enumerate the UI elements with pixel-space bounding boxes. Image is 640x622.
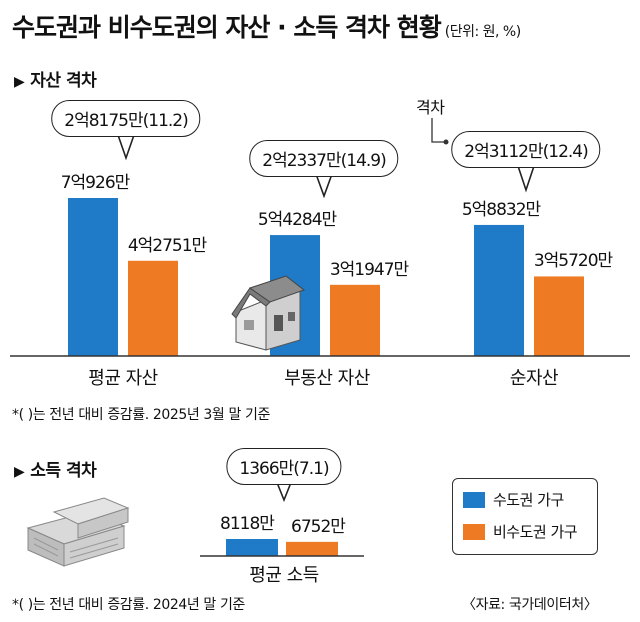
label-net-asset-noncapital: 3억5720만 <box>533 251 613 272</box>
bubble-pointer-income <box>275 479 293 503</box>
annotation-dot <box>443 139 449 145</box>
label-average-income-capital: 8118만 <box>220 514 275 534</box>
page-title: 수도권과 비수도권의 자산 · 소득 격차 현황 (단위: 원, %) <box>12 13 521 42</box>
unit-label: (단위: 원, %) <box>444 24 521 40</box>
category-average-income: 평균 소득 <box>249 565 319 586</box>
bar-average-income-capital <box>226 539 278 556</box>
bubble-pointer-net-asset <box>517 165 535 193</box>
gap-annotation: 격차 <box>416 98 445 117</box>
income-section-title: ▶ 소득 격차 <box>14 461 97 481</box>
label-average-asset-noncapital: 4억2751만 <box>127 235 207 256</box>
legend-item-capital: 수도권 가구 <box>463 489 564 510</box>
bar-average-income-noncapital <box>286 541 338 556</box>
bar-real-estate-asset-noncapital <box>330 284 380 356</box>
asset-footnote: *( )는 전년 대비 증감률. 2025년 3월 말 기준 <box>12 407 270 423</box>
annotation-bracket <box>431 118 446 143</box>
bubble-pointer-real-estate <box>315 173 333 199</box>
gap-bubble-income: 1366만(7.1) <box>226 448 342 485</box>
source-label: 〈자료: 국가데이터처〉 <box>462 597 598 613</box>
bar-average-asset-capital <box>68 198 118 356</box>
triangle-icon: ▶ <box>14 464 25 480</box>
bubble-pointer-average-asset <box>117 134 135 161</box>
legend: 수도권 가구 비수도권 가구 <box>452 478 598 555</box>
label-real-estate-asset-capital: 5억4284만 <box>257 210 337 231</box>
label-real-estate-asset-noncapital: 3억1947만 <box>329 259 409 280</box>
triangle-icon: ▶ <box>14 74 25 90</box>
gap-bubble-average-asset: 2억8175만(11.2) <box>51 100 201 137</box>
category-real-estate-asset: 부동산 자산 <box>284 368 370 389</box>
money-stack-icon <box>26 497 130 567</box>
label-average-asset-capital: 7억926만 <box>60 173 131 193</box>
label-net-asset-capital: 5억8832만 <box>461 199 541 220</box>
bar-net-asset-capital <box>474 224 524 356</box>
legend-swatch-capital <box>463 492 485 508</box>
category-net-asset: 순자산 <box>509 368 559 389</box>
category-average-asset: 평균 자산 <box>88 368 158 389</box>
legend-swatch-noncapital <box>463 524 485 540</box>
asset-section-title: ▶ 자산 격차 <box>14 71 97 91</box>
income-footnote: *( )는 전년 대비 증감률. 2024년 말 기준 <box>12 597 245 613</box>
gap-bubble-real-estate: 2억2337만(14.9) <box>249 140 399 177</box>
label-average-income-noncapital: 6752만 <box>291 516 346 537</box>
gap-bubble-net-asset: 2억3112만(12.4) <box>451 131 601 168</box>
bar-net-asset-noncapital <box>534 276 584 356</box>
house-icon <box>231 275 306 351</box>
bar-average-asset-noncapital <box>128 260 178 356</box>
legend-item-noncapital: 비수도권 가구 <box>463 521 578 542</box>
